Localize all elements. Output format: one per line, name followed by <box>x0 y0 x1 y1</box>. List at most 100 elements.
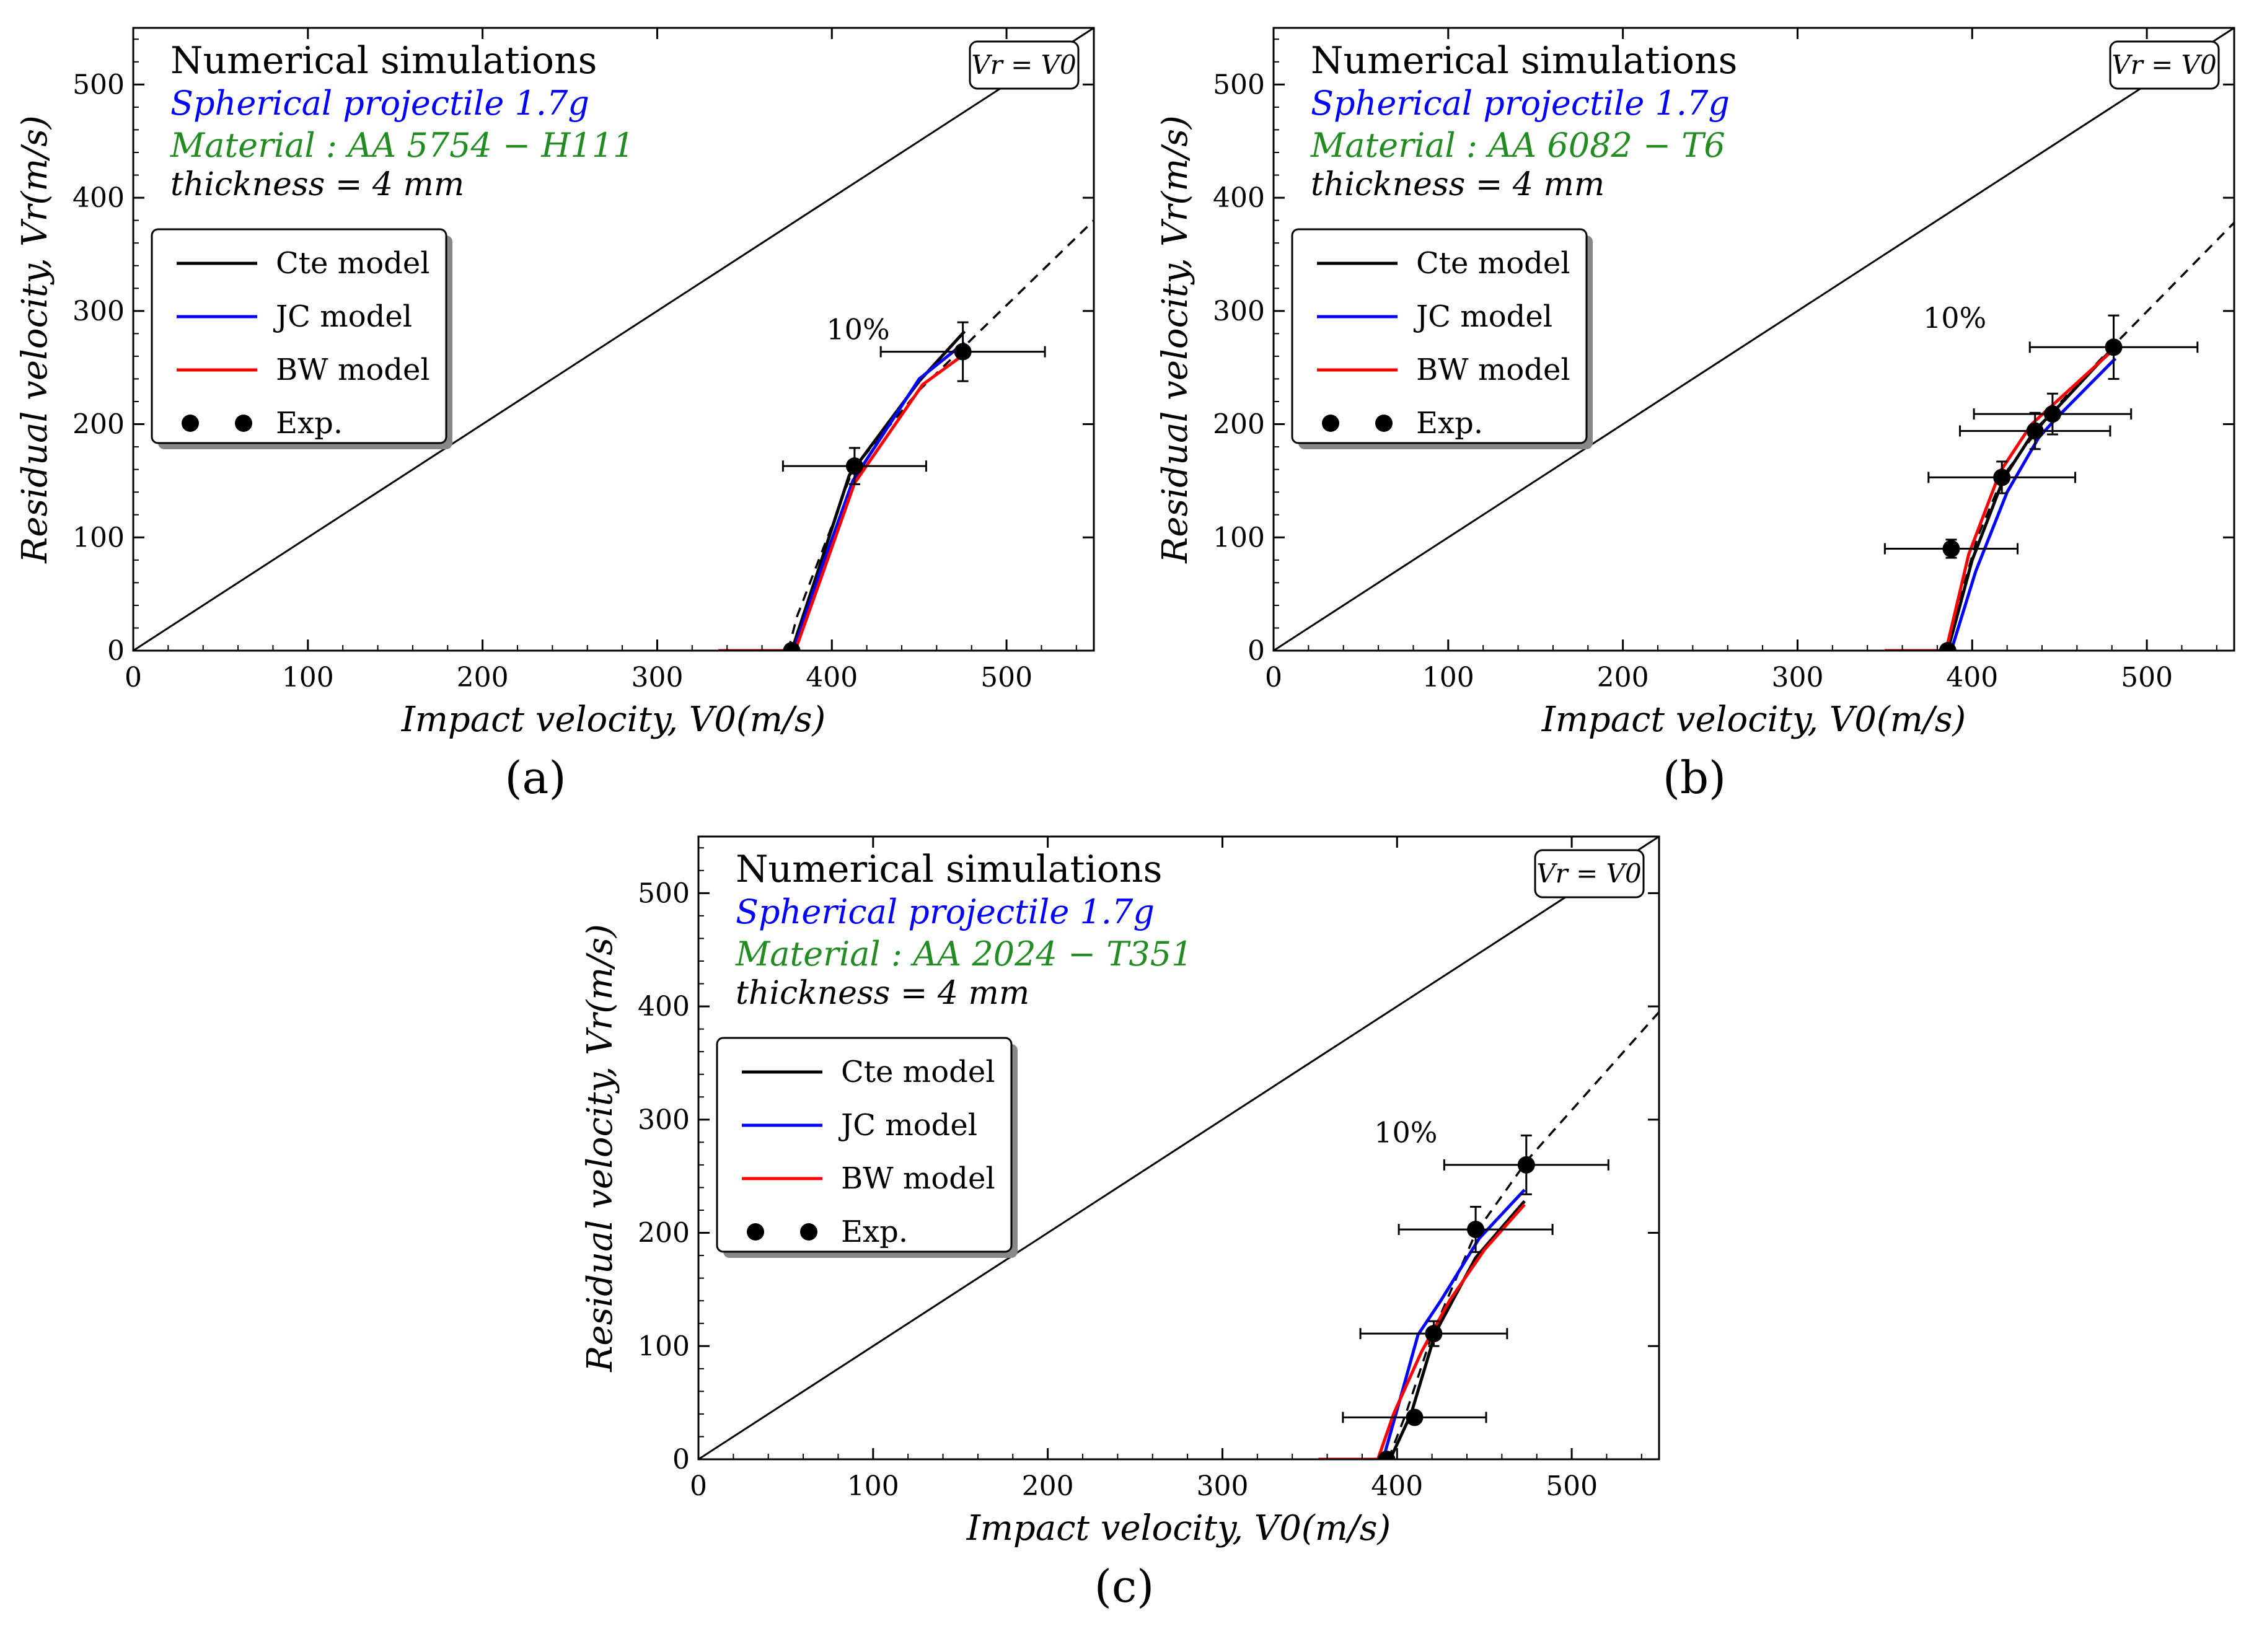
axes-frame <box>697 835 1660 1461</box>
y-tick-label: 0 <box>1248 635 1265 667</box>
identity-label-box <box>2109 40 2220 90</box>
series-line-jc-model <box>718 341 966 651</box>
legend-label: JC model <box>273 299 412 334</box>
x-tick-label: 0 <box>1265 662 1282 693</box>
exp-point <box>1342 1408 1487 1426</box>
identity-label-box <box>969 40 1080 90</box>
y-tick-label: 400 <box>1213 182 1265 214</box>
chart-subtitle: Spherical projectile 1.7g <box>170 84 589 123</box>
legend-marker-exp <box>747 1223 764 1241</box>
exp-marker <box>1406 1408 1424 1426</box>
x-tick-label: 100 <box>1422 662 1474 693</box>
x-tick-label: 500 <box>1546 1470 1598 1502</box>
axes-frame <box>132 27 1095 652</box>
legend-marker-exp <box>182 415 199 432</box>
legend-label: Exp. <box>1416 406 1483 441</box>
x-tick-label: 500 <box>980 662 1032 693</box>
y-tick-label: 500 <box>73 69 125 100</box>
x-tick-label: 400 <box>1371 1470 1423 1502</box>
legend-label: BW model <box>1416 353 1570 387</box>
exp-point <box>781 447 927 485</box>
chart-panel-3: 0 100 200 300 400 500 0 100 200 300 400 500 Impact v… <box>580 835 1660 1612</box>
exp-marker <box>954 343 972 361</box>
y-tick-label: 300 <box>73 296 125 327</box>
material-label: Material : AA 2024 − T351 <box>735 934 1192 973</box>
exp-point <box>783 642 801 651</box>
exp-point <box>1927 460 2077 494</box>
exp-marker <box>2026 422 2044 440</box>
exp-point <box>1378 1451 1396 1459</box>
series-line-jc-model <box>1885 357 2117 651</box>
x-tick-label: 200 <box>1022 1470 1074 1502</box>
legend-label: JC model <box>838 1108 977 1143</box>
y-tick-label: 200 <box>1213 409 1265 441</box>
series-line-bw-model <box>1318 1203 1526 1459</box>
identity-label: Vr = V0 <box>1536 858 1641 889</box>
x-tick-label: 0 <box>125 662 142 693</box>
chart-subtitle: Spherical projectile 1.7g <box>736 892 1155 931</box>
x-tick-label: 300 <box>1771 662 1823 693</box>
exp-marker <box>2105 338 2123 356</box>
x-tick-label: 300 <box>631 662 683 693</box>
x-tick-label: 500 <box>2121 662 2173 693</box>
legend-label: Cte model <box>276 246 430 281</box>
percent-annotation: 10% <box>826 313 889 346</box>
plot-area <box>133 28 1094 651</box>
y-tick-label: 0 <box>672 1444 690 1475</box>
thickness-label: thickness = 4 mm <box>1311 166 1605 203</box>
legend-label: BW model <box>276 353 430 387</box>
x-tick-label: 400 <box>806 662 858 693</box>
panel-label: (a) <box>504 752 566 804</box>
panel-label: (c) <box>1094 1560 1155 1612</box>
legend-label: Exp. <box>276 406 343 441</box>
x-tick-label: 200 <box>457 662 509 693</box>
y-tick-label: 200 <box>73 409 125 441</box>
chart-panel-1: 0 100 200 300 400 500 0 100 200 300 400 500 Impact v… <box>15 27 1095 804</box>
chart-subtitle: Spherical projectile 1.7g <box>1311 84 1730 123</box>
legend-label: JC model <box>1413 299 1552 334</box>
plot-area <box>698 837 1659 1459</box>
x-tick-label: 300 <box>1196 1470 1248 1502</box>
y-tick-label: 400 <box>638 991 690 1022</box>
exp-marker <box>1467 1221 1485 1239</box>
exp-marker <box>1517 1156 1535 1174</box>
y-tick-label: 100 <box>1213 522 1265 553</box>
y-axis-label: Residual velocity, Vr(m/s) <box>1155 115 1195 564</box>
y-tick-label: 300 <box>1213 296 1265 327</box>
exp-marker <box>1378 1451 1396 1459</box>
y-tick-label: 500 <box>638 877 690 909</box>
chart-title: Numerical simulations <box>1311 39 1737 82</box>
exp-point <box>879 321 1046 382</box>
chart-title: Numerical simulations <box>736 848 1162 891</box>
dashed-fit-line <box>787 219 1094 651</box>
legend-marker-exp <box>1375 415 1393 432</box>
series-line-cte-model <box>1885 346 2115 651</box>
panel-label: (b) <box>1663 752 1726 804</box>
y-tick-label: 0 <box>107 635 125 667</box>
y-tick-label: 400 <box>73 182 125 214</box>
legend-label: Exp. <box>841 1215 908 1249</box>
legend-box <box>716 1037 1013 1253</box>
identity-line <box>133 28 1094 651</box>
x-tick-label: 100 <box>282 662 334 693</box>
legend-marker-exp <box>235 415 252 432</box>
exp-marker <box>783 642 801 651</box>
exp-point <box>1959 411 2111 450</box>
exp-marker <box>1425 1325 1443 1343</box>
exp-point <box>1939 642 1957 651</box>
percent-annotation: 10% <box>1923 301 1986 335</box>
material-label: Material : AA 5754 − H111 <box>170 126 635 165</box>
exp-point <box>1398 1206 1554 1254</box>
dashed-fit-line <box>1387 1011 1659 1459</box>
exp-marker <box>1939 642 1957 651</box>
series-line-bw-model <box>718 353 966 651</box>
axes-frame <box>1272 27 2235 652</box>
legend-label: Cte model <box>1416 246 1570 281</box>
identity-line <box>1274 28 2234 651</box>
exp-point <box>1883 538 2019 559</box>
identity-label-box <box>1534 849 1645 898</box>
identity-label: Vr = V0 <box>971 50 1076 80</box>
identity-line <box>698 837 1659 1459</box>
legend-marker-exp <box>1322 415 1339 432</box>
